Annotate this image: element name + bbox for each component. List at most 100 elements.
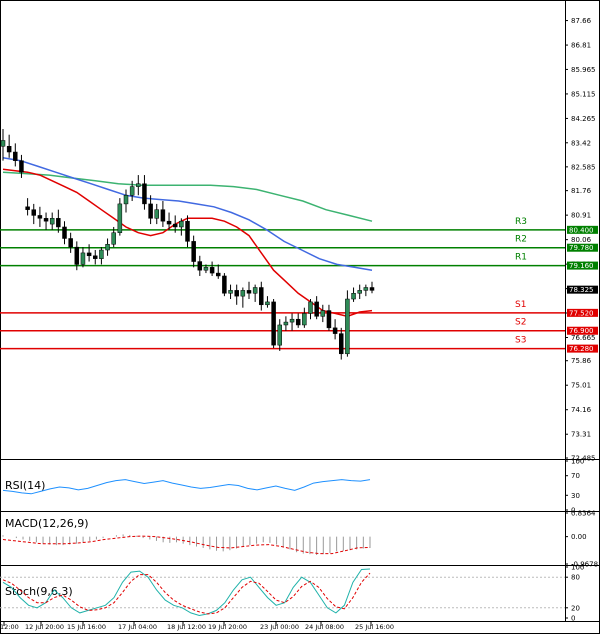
level-name-r3: R3 xyxy=(515,217,527,227)
rsi-tick-label: 100 xyxy=(571,458,584,466)
current-price-box xyxy=(567,285,598,294)
candle-bear xyxy=(197,261,203,271)
price-tick-label: 85.965 xyxy=(571,66,596,74)
level-price-box xyxy=(567,344,598,353)
candle-bear xyxy=(339,333,344,355)
candle-bear xyxy=(37,215,43,219)
level-price-box xyxy=(567,243,598,252)
candle-bull xyxy=(154,209,159,219)
macd-title: MACD(12,26,9) xyxy=(5,517,89,530)
candle-bull xyxy=(129,186,135,196)
price-tick-label: 75.01 xyxy=(571,382,591,390)
stoch-tick-label: 20 xyxy=(571,604,580,612)
candle-bull xyxy=(136,183,141,187)
candle-bear xyxy=(259,287,264,306)
candle-bull xyxy=(80,252,86,265)
candle-bear xyxy=(332,327,338,334)
level-name-r1: R1 xyxy=(515,253,527,263)
price-tick-label: 85.115 xyxy=(571,90,596,98)
candle-bear xyxy=(13,151,18,161)
current-price-label: 78.325 xyxy=(569,286,594,294)
candle-bull xyxy=(363,287,369,291)
candle-bear xyxy=(160,209,166,222)
rsi-tick-label: 0 xyxy=(571,507,575,515)
candle-bear xyxy=(191,241,196,262)
candle-bull xyxy=(357,290,362,294)
time-tick-label: 19 Jul 20:00 xyxy=(208,623,247,631)
time-tick-label: 23 Jul 00:00 xyxy=(260,623,299,631)
stoch-d-line xyxy=(2,572,371,615)
time-tick-label: 18 Jul 12:00 xyxy=(167,623,206,631)
macd-tick-label: -0.9678 xyxy=(571,561,598,569)
candle-bull xyxy=(123,195,129,205)
candle-bull xyxy=(277,324,282,346)
candle-bear xyxy=(43,218,49,222)
candle-bear xyxy=(209,267,215,274)
candle-bear xyxy=(295,318,301,326)
level-price-box xyxy=(567,225,598,234)
candle-bull xyxy=(351,293,356,300)
candle-bear xyxy=(25,206,30,210)
candle-bull xyxy=(111,232,116,245)
level-name-s2: S2 xyxy=(515,318,526,328)
candle-bear xyxy=(148,203,153,219)
price-tick-label: 81.76 xyxy=(571,187,592,195)
price-tick-label: 86.81 xyxy=(571,42,591,50)
time-tick-label: 25 Jul 16:00 xyxy=(355,623,394,631)
level-name-r2: R2 xyxy=(515,235,527,245)
candle-bull xyxy=(320,310,326,317)
candle-bear xyxy=(166,220,172,225)
candle-bear xyxy=(62,226,67,239)
level-price-box xyxy=(567,326,598,335)
ma-slow-line xyxy=(2,171,373,222)
stoch-title: Stoch(9,6,3) xyxy=(5,585,73,598)
candle-bull xyxy=(252,287,258,294)
candle-bull xyxy=(345,298,350,355)
price-tick-label: 72.485 xyxy=(571,455,596,463)
macd-tick-label: 0.8364 xyxy=(571,510,596,518)
candle-bear xyxy=(6,145,12,153)
price-tick-label: 75.86 xyxy=(571,357,592,365)
candle-bull xyxy=(99,249,104,259)
level-price-label: 79.780 xyxy=(569,244,594,252)
rsi-line xyxy=(2,479,371,495)
level-price-box xyxy=(567,261,598,270)
candle-bear xyxy=(216,272,221,277)
price-tick-label: 83.42 xyxy=(571,139,591,147)
stoch-tick-label: 0 xyxy=(571,615,575,623)
candle-bull xyxy=(240,290,246,297)
stoch-tick-label: 80 xyxy=(571,574,580,582)
macd-tick-label: 0.00 xyxy=(571,533,587,541)
candle-bear xyxy=(369,287,375,291)
level-price-box xyxy=(567,308,598,317)
price-tick-label: 82.585 xyxy=(571,163,596,171)
candle-bull xyxy=(308,301,313,314)
price-tick-label: 84.265 xyxy=(571,115,596,123)
price-tick-label: 76.665 xyxy=(571,334,596,342)
candle-bear xyxy=(68,238,73,248)
candle-bear xyxy=(56,218,61,228)
candle-bear xyxy=(271,301,276,346)
candle-bear xyxy=(234,290,239,297)
level-price-label: 79.160 xyxy=(569,262,594,270)
rsi-tick-label: 70 xyxy=(571,472,580,480)
candle-bull xyxy=(283,321,289,326)
candle-bear xyxy=(86,252,92,257)
macd-signal-line xyxy=(2,535,371,555)
time-tick-label: 12:00 xyxy=(0,623,19,631)
candle-bull xyxy=(179,220,184,228)
candle-bear xyxy=(93,255,98,259)
candle-bear xyxy=(31,209,36,216)
time-tick-label: 12 Jul 20:00 xyxy=(25,623,64,631)
candle-bull xyxy=(228,290,233,294)
level-price-label: 76.900 xyxy=(569,327,594,335)
candle-bull xyxy=(117,203,123,233)
rsi-tick-label: 30 xyxy=(571,492,580,500)
candle-bear xyxy=(74,246,80,265)
candle-bear xyxy=(326,310,332,329)
ma-mid-line xyxy=(2,157,373,271)
price-tick-label: 74.16 xyxy=(571,406,592,414)
price-tick-label: 80.91 xyxy=(571,212,591,220)
